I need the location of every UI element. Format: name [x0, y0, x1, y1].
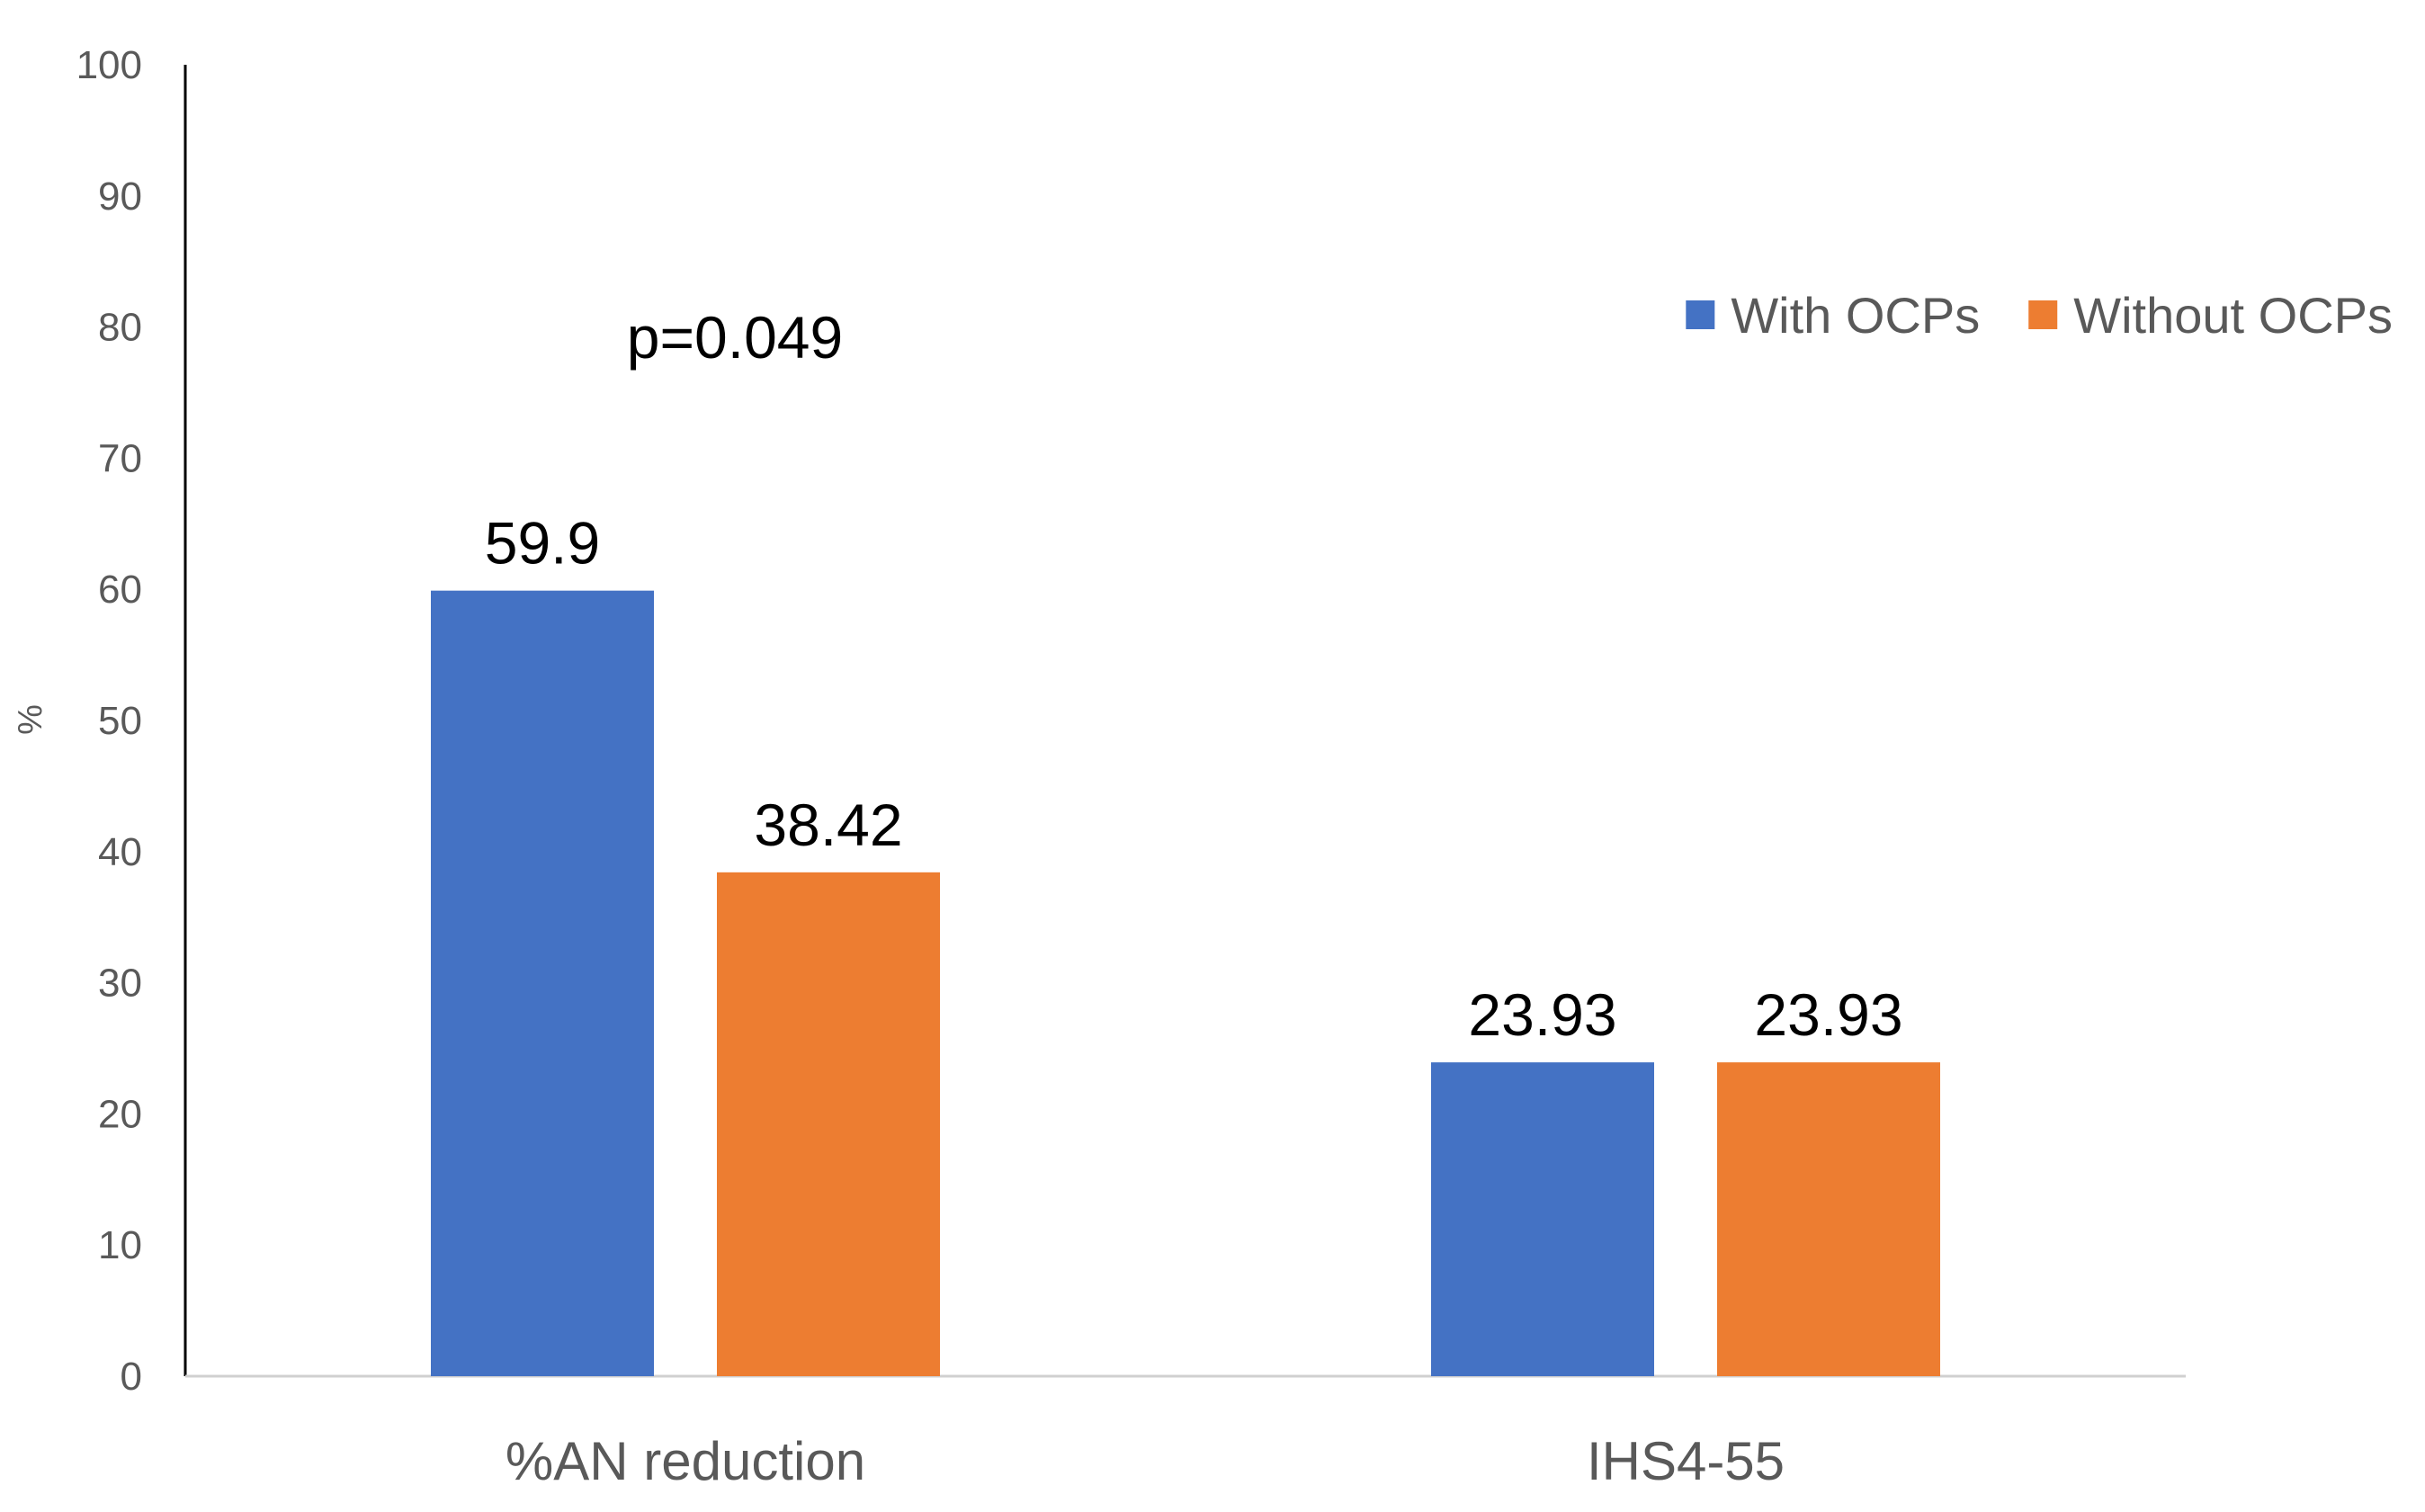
- y-tick-label: 100: [76, 43, 142, 87]
- bar-with-ocps: [1431, 1062, 1654, 1376]
- y-tick-label: 90: [98, 174, 142, 219]
- legend-swatch: [2028, 300, 2058, 329]
- legend-label: With OCPs: [1731, 287, 1980, 344]
- bar-without-ocps: [1717, 1062, 1940, 1376]
- y-tick-label: 60: [98, 568, 142, 612]
- plot-area: 0 10 20 30 40 50 60 70 80 90 100 59.9 38.42 %AN reduc…: [76, 43, 2186, 1491]
- legend-label: Without OCPs: [2073, 287, 2393, 344]
- legend: With OCPs Without OCPs: [1686, 287, 2393, 344]
- y-tick-label: 30: [98, 962, 142, 1006]
- data-label: 59.9: [485, 510, 600, 577]
- y-tick-label: 20: [98, 1092, 142, 1136]
- x-category-label: %AN reduction: [506, 1431, 865, 1491]
- y-tick-label: 70: [98, 436, 142, 480]
- legend-item-without-ocps: Without OCPs: [2028, 287, 2393, 344]
- y-tick-label: 50: [98, 699, 142, 743]
- bar-without-ocps: [717, 872, 940, 1376]
- data-label: 23.93: [1754, 981, 1902, 1048]
- y-tick-label: 0: [121, 1355, 142, 1399]
- data-label: 23.93: [1468, 981, 1616, 1048]
- data-label: 38.42: [754, 792, 902, 858]
- x-category-label: IHS4-55: [1587, 1431, 1785, 1491]
- y-tick-label: 80: [98, 306, 142, 350]
- bar-with-ocps: [431, 590, 654, 1376]
- legend-swatch: [1686, 300, 1715, 329]
- y-tick-label: 40: [98, 830, 142, 874]
- y-tick-label: 10: [98, 1223, 142, 1267]
- legend-item-with-ocps: With OCPs: [1686, 287, 1980, 344]
- p-value-annotation: p=0.049: [627, 304, 843, 371]
- y-axis-label: %: [12, 704, 49, 735]
